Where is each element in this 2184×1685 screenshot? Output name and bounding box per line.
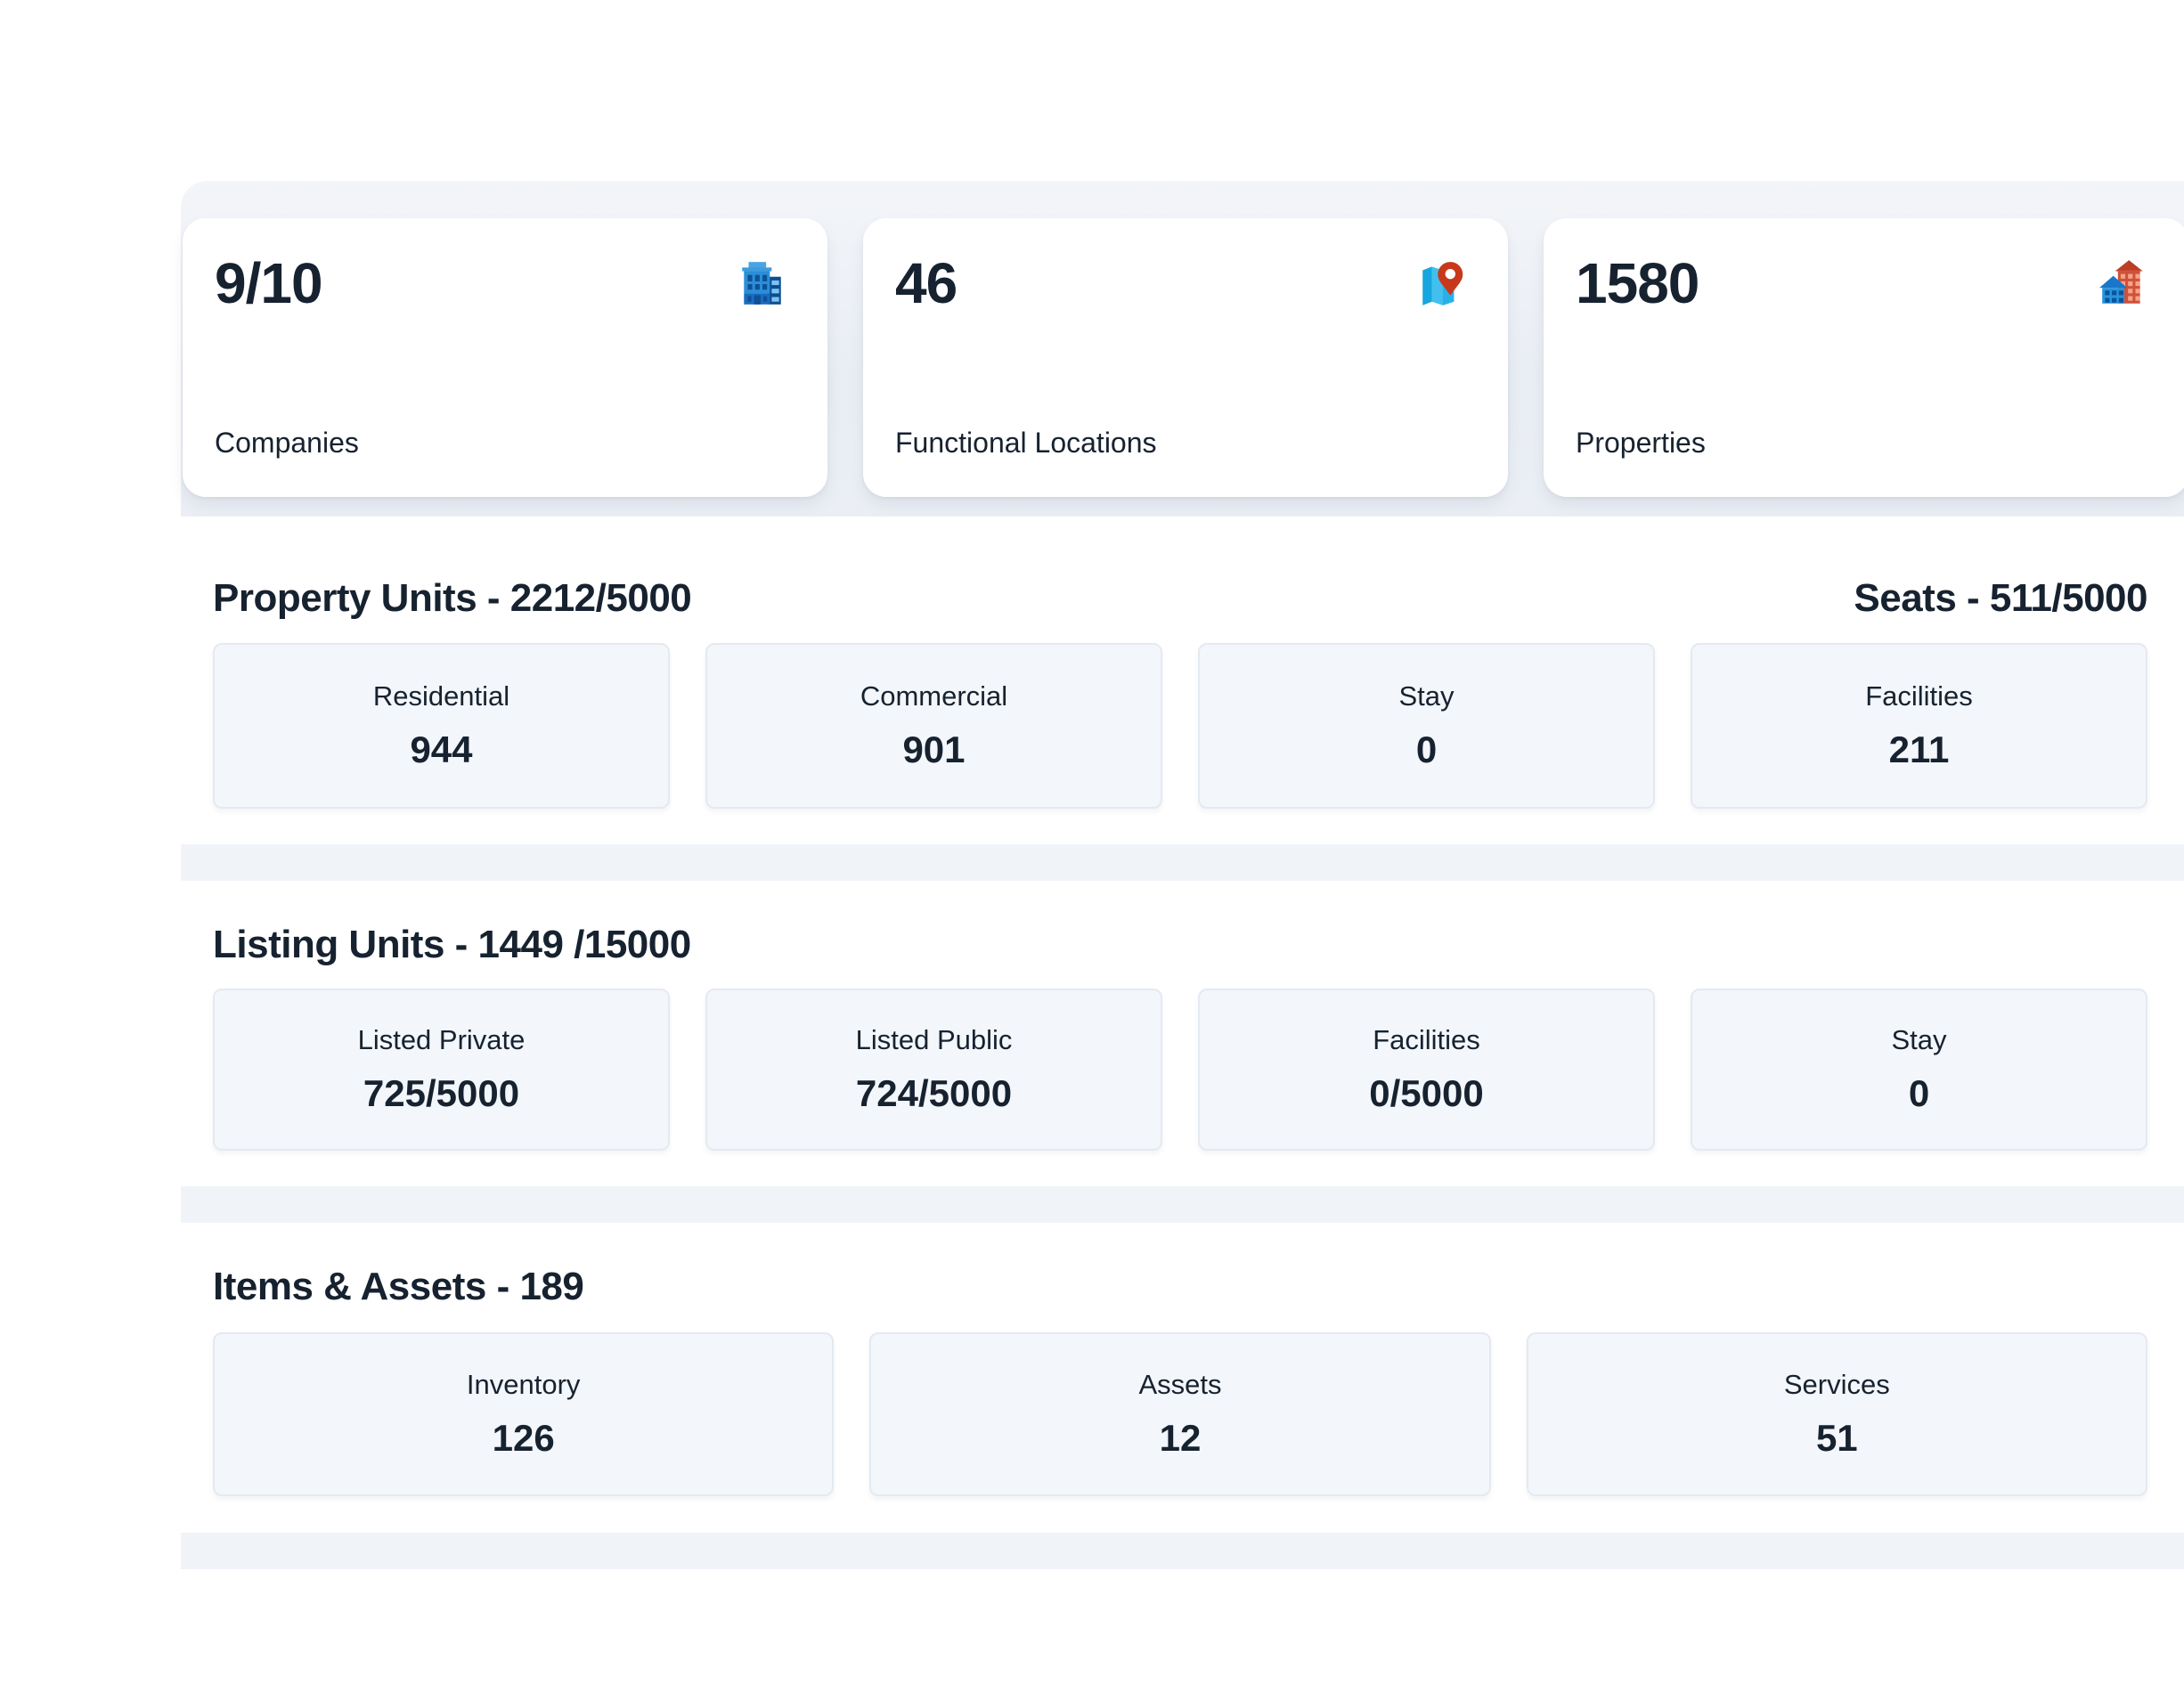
stat-label: Companies (215, 427, 359, 459)
unit-card-services[interactable]: Services 51 (1526, 1332, 2147, 1496)
stat-card-companies[interactable]: 9/10 Companies (183, 218, 827, 497)
unit-card-assets[interactable]: Assets 12 (869, 1332, 1491, 1496)
section-title-right: Seats - 511/5000 (1854, 576, 2147, 620)
section-header-items-assets: Items & Assets - 189 (213, 1265, 2147, 1308)
section-title: Property Units - 2212/5000 (213, 576, 692, 620)
stat-value: 9/10 (215, 251, 323, 315)
unit-card-value: 901 (902, 729, 966, 770)
stat-card-top: 46 (895, 251, 1469, 315)
houses-icon (2098, 257, 2149, 309)
map-pin-icon (1417, 257, 1469, 309)
stat-label: Properties (1576, 427, 1706, 459)
unit-card-label: Facilities (1373, 1024, 1480, 1055)
section-title: Items & Assets - 189 (213, 1265, 584, 1308)
unit-card-label: Residential (372, 680, 510, 712)
section-header-listing-units: Listing Units - 1449 /15000 (213, 923, 2147, 966)
unit-card-value: 944 (410, 729, 473, 770)
unit-card-value: 0/5000 (1369, 1072, 1484, 1114)
stat-card-properties[interactable]: 1580 Properties (1544, 218, 2184, 497)
unit-card-label: Listed Private (357, 1024, 526, 1055)
unit-card-stay[interactable]: Stay 0 (1198, 643, 1655, 809)
unit-card-label: Commercial (860, 680, 1008, 712)
stat-value: 46 (895, 251, 958, 315)
unit-card-commercial[interactable]: Commercial 901 (705, 643, 1162, 809)
unit-card-label: Listed Public (855, 1024, 1013, 1055)
items-assets-card-row: Inventory 126 Assets 12 Services 51 (213, 1332, 2147, 1496)
unit-card-facilities[interactable]: Facilities 211 (1691, 643, 2147, 809)
unit-card-label: Stay (1398, 680, 1455, 712)
unit-card-residential[interactable]: Residential 944 (213, 643, 670, 809)
unit-card-value: 0 (1908, 1072, 1930, 1114)
section-divider-band (181, 1186, 2184, 1223)
unit-card-value: 0 (1415, 729, 1438, 770)
unit-card-value: 724/5000 (855, 1072, 1013, 1114)
section-title: Listing Units - 1449 /15000 (213, 923, 691, 966)
office-building-icon (737, 257, 788, 309)
section-divider-band (181, 1533, 2184, 1569)
property-units-card-row: Residential 944 Commercial 901 Stay 0 Faciliti… (213, 643, 2147, 809)
section-header-property-units: Property Units - 2212/5000 Seats - 511/5… (213, 576, 2147, 620)
unit-card-stay[interactable]: Stay 0 (1691, 989, 2147, 1151)
stat-card-functional-locations[interactable]: 46 Functional Locations (863, 218, 1508, 497)
unit-card-label: Facilities (1865, 680, 1973, 712)
stat-value: 1580 (1576, 251, 1699, 315)
unit-card-value: 725/5000 (363, 1072, 520, 1114)
stat-card-top: 9/10 (215, 251, 788, 315)
unit-card-listed-public[interactable]: Listed Public 724/5000 (705, 989, 1162, 1151)
unit-card-label: Stay (1891, 1024, 1947, 1055)
stat-label: Functional Locations (895, 427, 1157, 459)
unit-card-facilities[interactable]: Facilities 0/5000 (1198, 989, 1655, 1151)
section-divider-band (181, 844, 2184, 881)
unit-card-value: 126 (492, 1417, 555, 1459)
unit-card-label: Services (1783, 1369, 1890, 1400)
unit-card-value: 211 (1888, 729, 1950, 770)
unit-card-listed-private[interactable]: Listed Private 725/5000 (213, 989, 670, 1151)
unit-card-value: 12 (1159, 1417, 1202, 1459)
unit-card-inventory[interactable]: Inventory 126 (213, 1332, 835, 1496)
unit-card-label: Assets (1138, 1369, 1222, 1400)
unit-card-value: 51 (1815, 1417, 1858, 1459)
stat-card-top: 1580 (1576, 251, 2149, 315)
unit-card-label: Inventory (466, 1369, 581, 1400)
listing-units-card-row: Listed Private 725/5000 Listed Public 724/5… (213, 989, 2147, 1151)
